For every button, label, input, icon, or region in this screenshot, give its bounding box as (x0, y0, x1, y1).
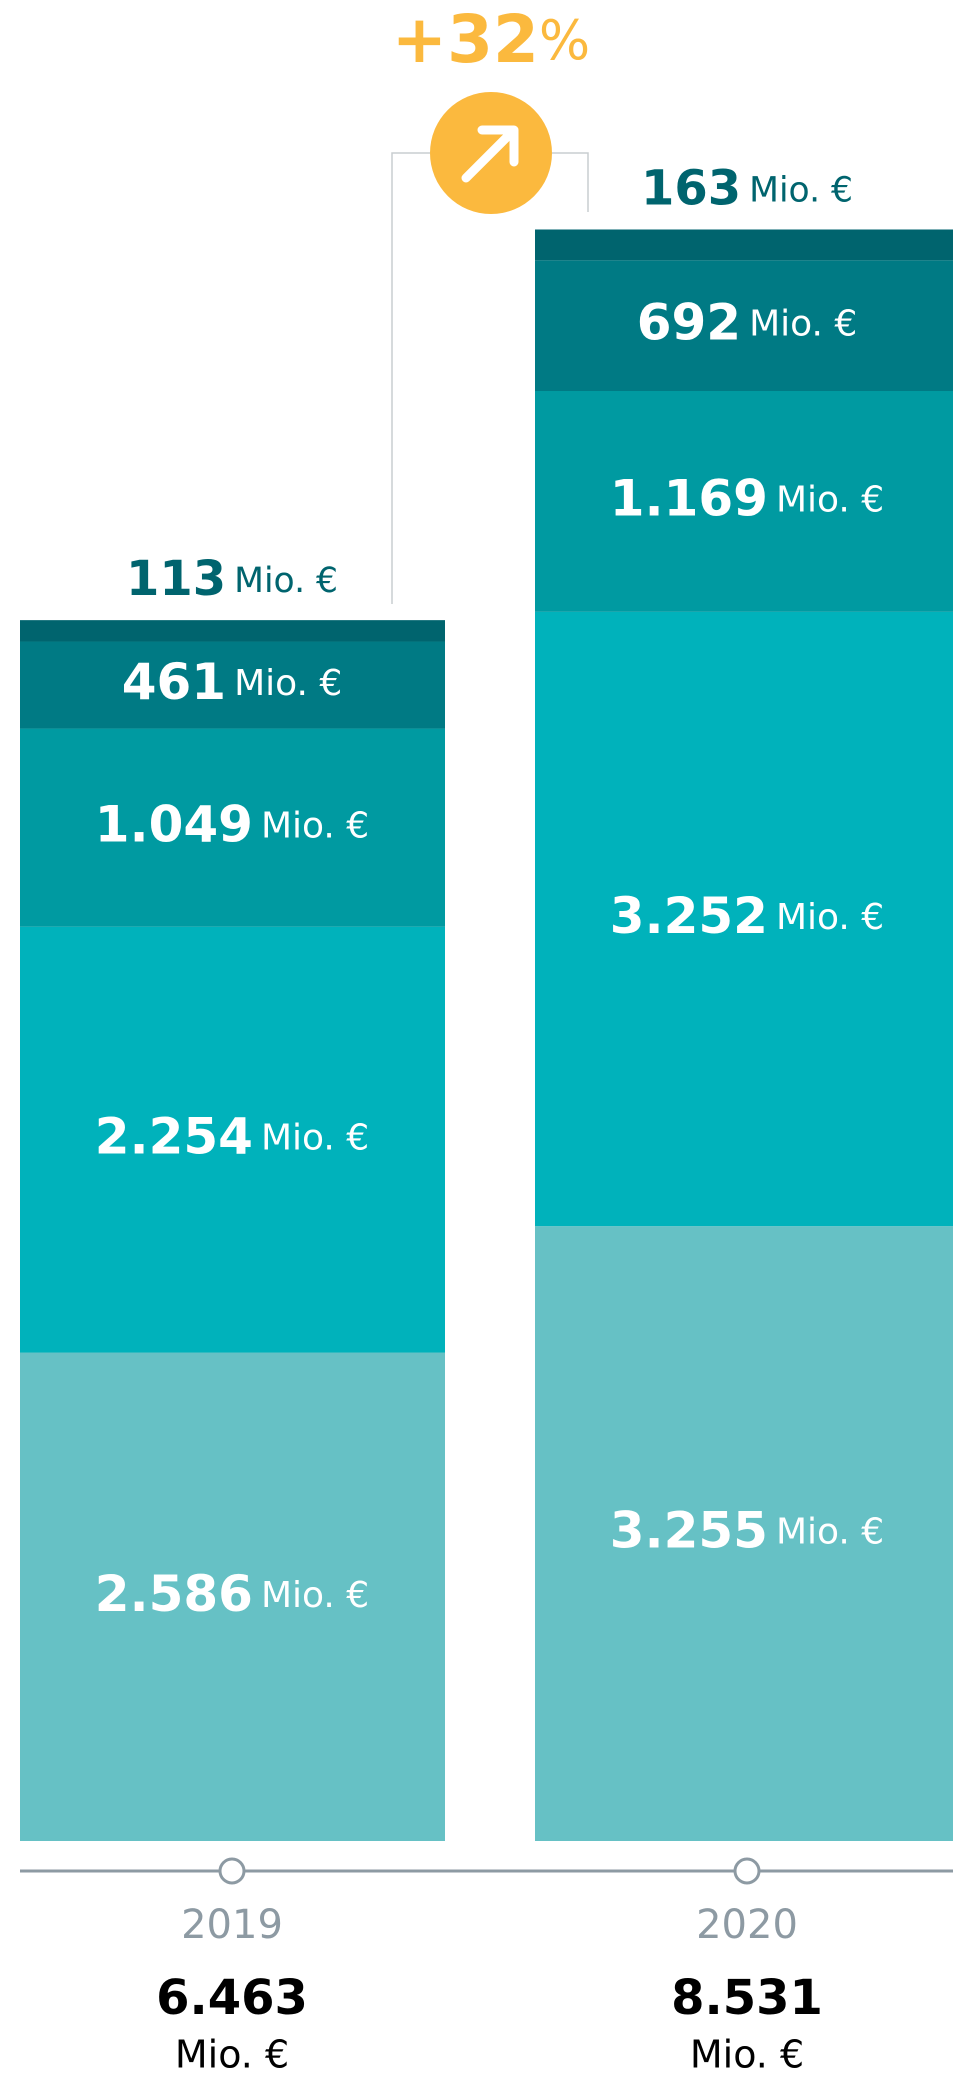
value-label: 461 Mio. € (122, 653, 343, 711)
value-label: 692 Mio. € (637, 293, 858, 351)
bar-segment (20, 926, 445, 1353)
value-label: 1.049 Mio. € (95, 795, 369, 853)
axis-dot (218, 1857, 246, 1885)
value-number: 163 (641, 160, 741, 216)
bar-segment (20, 620, 445, 642)
value-number: 3.252 (610, 886, 768, 944)
value-number: 113 (126, 551, 226, 607)
axis-dot (733, 1857, 761, 1885)
bar-segment (535, 391, 953, 612)
bar-segment (535, 260, 953, 392)
total-label: 8.531 (671, 1970, 823, 2026)
value-number: 2.586 (95, 1564, 253, 1622)
change-value: +32 (392, 1, 539, 78)
value-unit: Mio. € (234, 663, 342, 704)
value-number: 461 (122, 653, 226, 711)
bracket-right (552, 152, 589, 212)
value-label: 1.169 Mio. € (610, 469, 884, 527)
value-label: 3.255 Mio. € (610, 1501, 884, 1559)
value-number: 1.169 (610, 469, 768, 527)
change-unit: % (539, 9, 590, 72)
value-label: 113 Mio. € (126, 551, 338, 607)
x-tick-label: 2019 (181, 1902, 283, 1948)
value-number: 1.049 (95, 795, 253, 853)
value-unit: Mio. € (776, 479, 884, 520)
bar-segment (20, 1352, 445, 1841)
bar-segment (535, 229, 953, 261)
value-unit: Mio. € (261, 806, 369, 847)
total-unit: Mio. € (690, 2033, 804, 2077)
value-unit: Mio. € (749, 304, 857, 345)
value-unit: Mio. € (749, 170, 853, 210)
arrow-icon (461, 125, 519, 183)
x-tick-label: 2020 (696, 1902, 798, 1948)
bar-segment (535, 611, 953, 1227)
bar-segment (20, 641, 445, 729)
bracket-left (391, 152, 430, 604)
value-unit: Mio. € (776, 897, 884, 938)
value-label: 163 Mio. € (641, 160, 853, 216)
value-label: 2.586 Mio. € (95, 1564, 369, 1622)
value-number: 3.255 (610, 1501, 768, 1559)
value-label: 3.252 Mio. € (610, 886, 884, 944)
change-badge: +32% (391, 1, 590, 604)
value-unit: Mio. € (776, 1512, 884, 1553)
value-number: 692 (637, 293, 741, 351)
bar-segment (20, 728, 445, 927)
total-label: 6.463 (156, 1970, 308, 2026)
change-label: +32% (392, 1, 590, 78)
value-unit: Mio. € (261, 1118, 369, 1159)
bar-segment (535, 1226, 953, 1841)
value-number: 2.254 (95, 1107, 253, 1165)
total-unit: Mio. € (175, 2033, 289, 2077)
value-unit: Mio. € (261, 1575, 369, 1616)
value-label: 2.254 Mio. € (95, 1107, 369, 1165)
value-unit: Mio. € (234, 561, 338, 601)
